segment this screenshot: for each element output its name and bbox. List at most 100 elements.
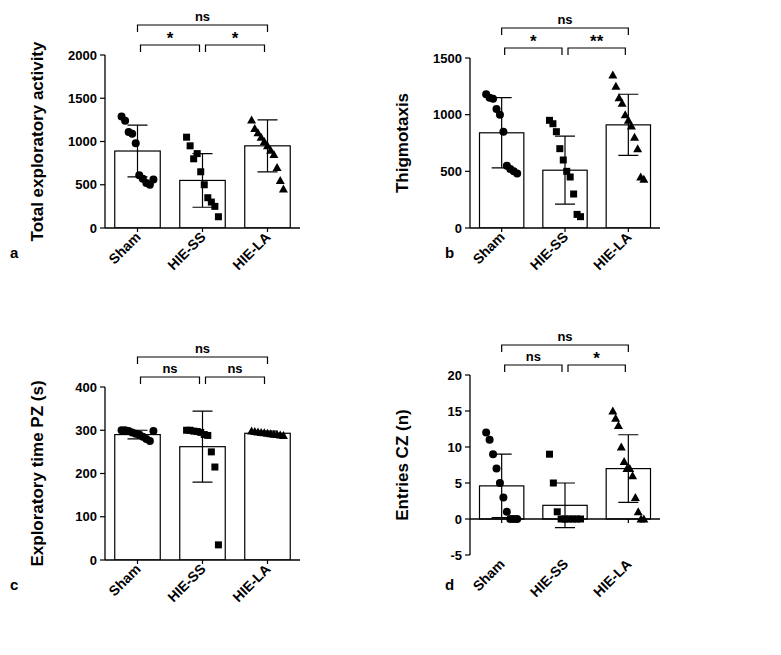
y-tick-label: 0 [90, 553, 97, 568]
x-tick [137, 560, 138, 564]
category-label: HIE-SS [527, 556, 571, 600]
data-point [634, 507, 643, 515]
significance-label: * [167, 29, 174, 48]
category-label: Sham [470, 229, 508, 267]
data-point [614, 421, 623, 429]
significance-bracket [502, 28, 629, 35]
data-point [554, 508, 561, 515]
error-bar [492, 454, 512, 517]
significance-label: * [530, 32, 537, 51]
significance-label: ** [590, 32, 604, 51]
error-bar [128, 125, 148, 177]
data-point [570, 191, 577, 198]
plot-area [115, 411, 291, 560]
y-tick-label: 10 [448, 440, 462, 455]
data-point [215, 213, 222, 220]
bar [245, 433, 291, 560]
panel-label: b [445, 244, 454, 261]
x-tick [564, 228, 565, 232]
x-tick [628, 519, 629, 523]
data-point [208, 448, 215, 455]
y-tick [100, 559, 105, 560]
category-label: HIE-LA [590, 556, 634, 600]
data-point [627, 122, 636, 130]
data-point [499, 493, 507, 501]
data-point [183, 134, 190, 141]
category-label: Sham [105, 229, 143, 267]
plot-area [480, 71, 651, 229]
category-label: Sham [105, 561, 143, 599]
data-point [553, 128, 560, 135]
x-tick [137, 228, 138, 232]
y-tick-label: 500 [75, 177, 97, 192]
significance-label: ns [195, 9, 210, 24]
y-axis [469, 58, 470, 228]
y-tick [100, 184, 105, 185]
data-point [625, 464, 634, 472]
y-tick [100, 227, 105, 228]
significance-label: ns [162, 361, 177, 376]
y-tick [100, 98, 105, 99]
significance-bracket [138, 25, 268, 32]
data-point [489, 95, 497, 103]
data-point [556, 145, 563, 152]
y-tick-label: 0 [455, 512, 462, 527]
data-point [503, 508, 511, 516]
significance-bracket [141, 377, 200, 384]
x-tick [267, 560, 268, 564]
data-point [492, 465, 500, 473]
data-point [499, 128, 507, 136]
data-point [132, 139, 140, 147]
data-point [639, 175, 648, 183]
panel: 0100200300400ShamHIE-SSHIE-LAExploratory… [10, 341, 300, 605]
data-point [617, 443, 626, 451]
y-tick-label: 500 [440, 164, 462, 179]
y-tick [100, 473, 105, 474]
data-point [560, 157, 567, 164]
panel: -505101520ShamHIE-SSHIE-LAEntries CZ (n)… [393, 329, 660, 600]
data-point [128, 130, 136, 138]
error-bar [258, 120, 278, 172]
y-tick [465, 227, 470, 228]
panel-label: d [445, 576, 454, 593]
data-point [513, 170, 521, 178]
category-label: HIE-SS [164, 229, 208, 273]
data-point [618, 99, 627, 107]
category-label: HIE-LA [229, 561, 273, 605]
y-tick [465, 171, 470, 172]
y-tick [100, 141, 105, 142]
y-tick-label: 1000 [68, 134, 97, 149]
significance-label: * [232, 29, 239, 48]
data-point [211, 203, 218, 210]
x-tick [628, 228, 629, 232]
data-point [628, 471, 637, 479]
significance-bracket [502, 345, 629, 352]
significance-label: ns [557, 329, 572, 344]
data-point [276, 176, 285, 184]
data-point [608, 407, 617, 415]
x-tick [202, 228, 203, 232]
data-point [201, 181, 208, 188]
data-point [204, 432, 211, 439]
bar [115, 435, 161, 560]
y-tick-label: 0 [455, 221, 462, 236]
data-point [187, 142, 194, 149]
figure: 0500100015002000ShamHIE-SSHIE-LATotal ex… [0, 0, 781, 655]
data-point [611, 82, 620, 90]
category-label: Sham [470, 556, 508, 594]
data-point [631, 493, 640, 501]
y-tick-label: 1500 [433, 51, 462, 66]
data-point [269, 150, 278, 158]
panel-label: a [10, 244, 19, 261]
data-point [149, 176, 157, 184]
x-tick [202, 560, 203, 564]
data-point [482, 429, 490, 437]
significance-label: ns [526, 349, 541, 364]
y-axis-label: Exploratory time PZ (s) [28, 380, 47, 566]
data-point [215, 541, 222, 548]
data-point [620, 457, 629, 465]
plot-area [480, 407, 651, 528]
y-tick-label: 15 [448, 404, 462, 419]
y-axis-label: Total exploratory activity [28, 41, 47, 242]
y-tick-label: 2000 [68, 48, 97, 63]
